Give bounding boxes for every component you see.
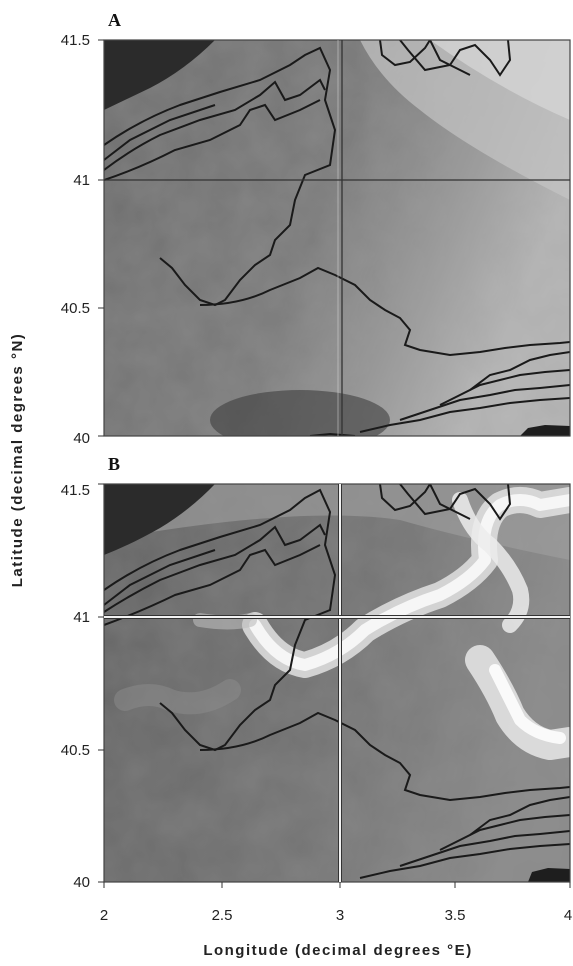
x-tick-label: 3 [336,907,344,924]
y-tick-label: 41.5 [61,32,90,49]
y-tick-label: 41.5 [61,482,90,499]
land-southeast [528,868,570,882]
land-southeast [520,425,570,436]
x-tick-label: 2 [100,907,108,924]
panel-b-contours [104,484,570,879]
panel-a-frame [103,39,571,437]
y-axis-title: Latitude (decimal degrees °N) [9,333,26,588]
panel-a-contours [104,40,570,436]
y-tick-label: 40 [73,430,90,447]
panel-a: A 41.5 41 40.5 40 [61,10,571,447]
panel-a-field [104,40,570,436]
y-tick-label: 40.5 [61,300,90,317]
panel-a-label: A [108,10,121,30]
panel-b-field [104,484,570,882]
x-axis-title: Longitude (decimal degrees °E) [203,942,472,959]
land-northwest [104,484,215,555]
panel-b: B 41.5 41 40.5 40 [61,454,571,891]
y-tick-label: 40 [73,874,90,891]
x-tick-label: 3.5 [445,907,466,924]
x-ticks: 2 2.5 3 3.5 4 [100,882,572,924]
panel-b-frame [103,483,571,883]
x-tick-label: 2.5 [212,907,233,924]
x-tick-label: 4 [564,907,572,924]
y-tick-label: 40.5 [61,742,90,759]
panel-b-y-ticks: 41.5 41 40.5 40 [61,482,104,891]
y-tick-label: 41 [73,172,90,189]
land-northwest [104,40,215,110]
panel-b-label: B [108,454,120,474]
panel-a-y-ticks: 41.5 41 40.5 40 [61,32,104,447]
y-tick-label: 41 [73,609,90,626]
